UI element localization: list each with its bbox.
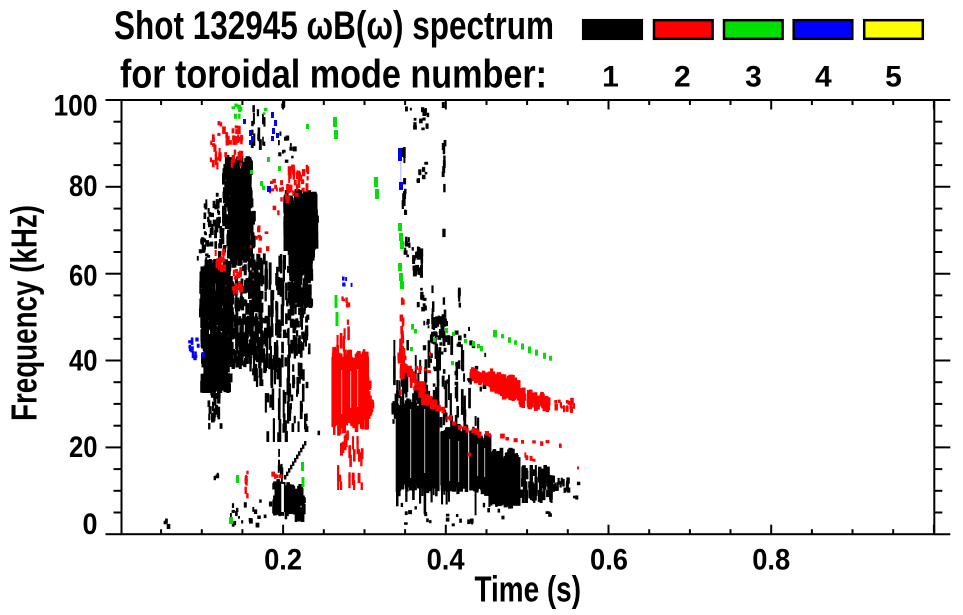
svg-text:100: 100: [54, 90, 98, 123]
svg-text:Frequency (kHz): Frequency (kHz): [3, 205, 44, 421]
svg-text:0.4: 0.4: [427, 543, 465, 576]
svg-text:0: 0: [83, 508, 98, 541]
svg-text:Shot 132945 ωB(ω) spectrum: Shot 132945 ωB(ω) spectrum: [114, 4, 554, 48]
svg-text:80: 80: [69, 170, 98, 203]
svg-text:0.2: 0.2: [264, 543, 302, 576]
svg-text:3: 3: [745, 60, 762, 93]
svg-text:4: 4: [815, 60, 832, 93]
svg-text:5: 5: [885, 60, 902, 93]
svg-text:for toroidal mode number:: for toroidal mode number:: [120, 53, 547, 97]
svg-text:1: 1: [602, 60, 619, 93]
svg-text:60: 60: [69, 260, 98, 293]
svg-text:0.8: 0.8: [752, 543, 790, 576]
svg-text:2: 2: [674, 60, 691, 93]
svg-text:0.6: 0.6: [590, 543, 628, 576]
svg-text:40: 40: [69, 345, 98, 378]
svg-text:20: 20: [69, 431, 98, 464]
svg-text:Time (s): Time (s): [475, 568, 582, 609]
